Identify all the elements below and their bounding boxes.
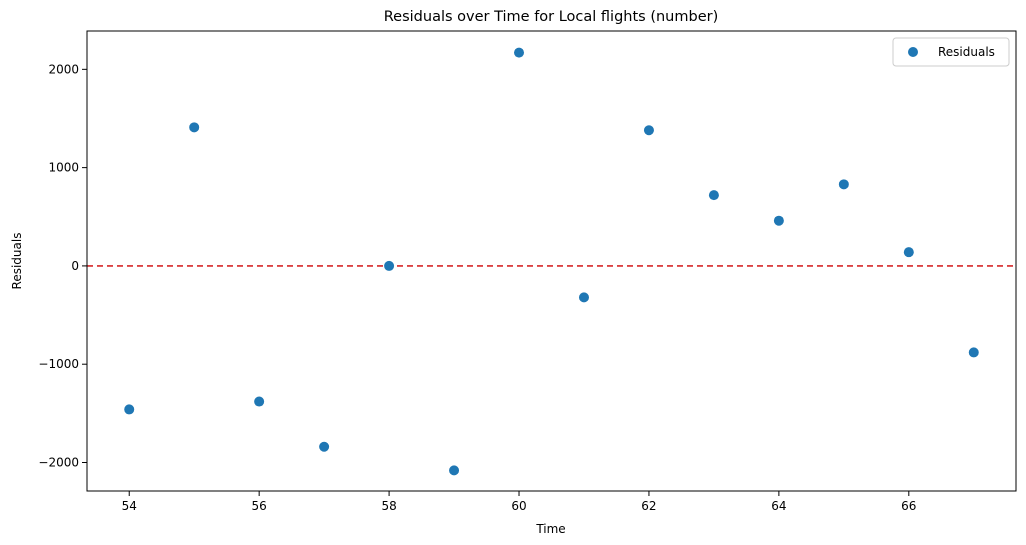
x-tick-label-4: 62 [641, 499, 656, 513]
y-tick-label-0: −2000 [38, 455, 79, 469]
data-point-0-4 [384, 260, 395, 271]
data-point-0-13 [968, 347, 979, 358]
y-tick-label-1: −1000 [38, 357, 79, 371]
x-axis-ticks: 54 56 58 60 62 64 66 [122, 491, 916, 513]
data-point-0-11 [838, 179, 849, 190]
y-axis-ticks: −2000 −1000 0 1000 2000 [38, 62, 87, 469]
data-point-0-3 [319, 441, 330, 452]
x-tick-label-1: 56 [252, 499, 267, 513]
x-tick-label-3: 60 [511, 499, 526, 513]
data-point-0-5 [449, 465, 460, 476]
legend-box [892, 37, 1010, 67]
data-point-0-6 [514, 47, 525, 58]
data-point-0-1 [189, 122, 200, 133]
data-point-0-8 [643, 125, 654, 136]
x-tick-label-0: 54 [122, 499, 137, 513]
plot-border [86, 30, 1017, 492]
data-point-0-9 [708, 190, 719, 201]
chart-title: Residuals over Time for Local flights (n… [384, 9, 718, 25]
data-point-0-2 [254, 396, 265, 407]
y-tick-label-4: 2000 [48, 62, 79, 76]
y-axis-label: Residuals [10, 233, 24, 290]
x-tick-label-2: 58 [381, 499, 396, 513]
data-point-0-7 [578, 292, 589, 303]
legend-marker [908, 47, 918, 57]
data-point-0-12 [903, 247, 914, 258]
y-tick-label-3: 1000 [48, 161, 79, 175]
data-point-0-0 [124, 404, 135, 415]
x-tick-label-5: 64 [771, 499, 786, 513]
legend: Residuals [892, 37, 1010, 67]
legend-label: Residuals [938, 45, 995, 59]
y-tick-label-2: 0 [71, 259, 79, 273]
data-point-0-10 [773, 215, 784, 226]
data-points-layer [124, 47, 979, 476]
x-tick-label-6: 66 [901, 499, 916, 513]
x-axis-label: Time [535, 522, 565, 536]
plot-area [87, 31, 1016, 491]
